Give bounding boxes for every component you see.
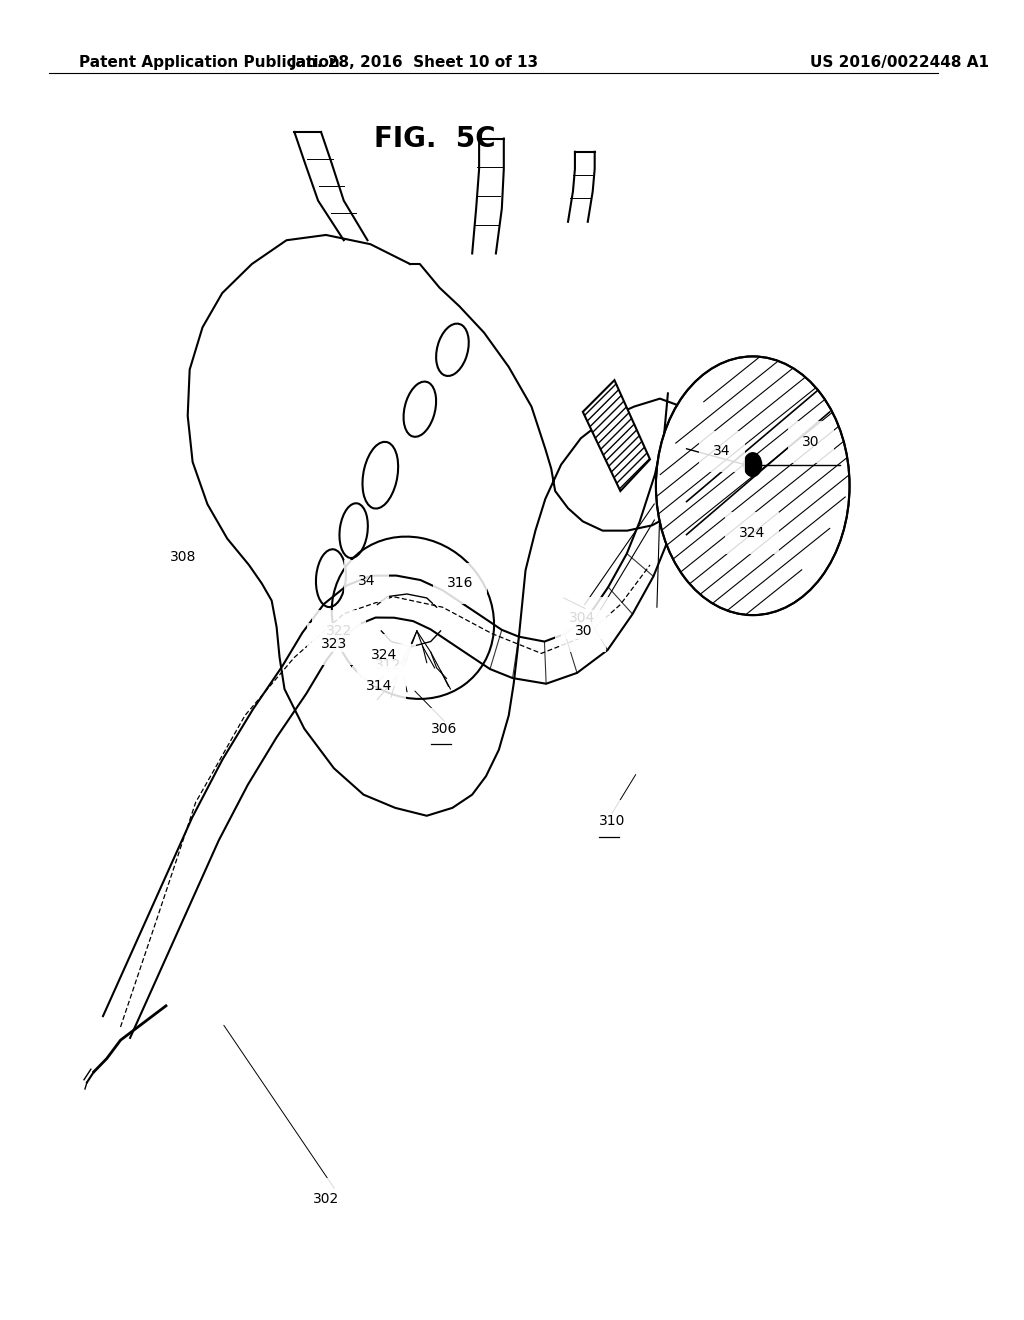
Text: 324: 324 <box>371 648 396 661</box>
Text: 308: 308 <box>170 550 197 564</box>
Text: 312: 312 <box>376 659 401 672</box>
Text: Patent Application Publication: Patent Application Publication <box>79 55 340 70</box>
Text: 314: 314 <box>366 680 392 693</box>
Text: US 2016/0022448 A1: US 2016/0022448 A1 <box>810 55 989 70</box>
Text: 306: 306 <box>431 722 457 735</box>
Text: 323: 323 <box>322 638 347 651</box>
Text: 316: 316 <box>446 577 473 590</box>
Circle shape <box>743 453 762 477</box>
Circle shape <box>656 356 850 615</box>
Text: Jan. 28, 2016  Sheet 10 of 13: Jan. 28, 2016 Sheet 10 of 13 <box>291 55 539 70</box>
Text: 30: 30 <box>802 436 819 449</box>
Text: 34: 34 <box>714 445 731 458</box>
Text: 30: 30 <box>574 624 593 638</box>
Text: 324: 324 <box>739 527 765 540</box>
Text: 302: 302 <box>313 1192 339 1205</box>
Text: FIG.  5C: FIG. 5C <box>374 125 496 153</box>
Polygon shape <box>583 380 650 491</box>
Text: 304: 304 <box>569 611 595 624</box>
Text: 322: 322 <box>326 624 352 638</box>
Text: 34: 34 <box>357 574 375 587</box>
Text: 310: 310 <box>599 814 625 828</box>
